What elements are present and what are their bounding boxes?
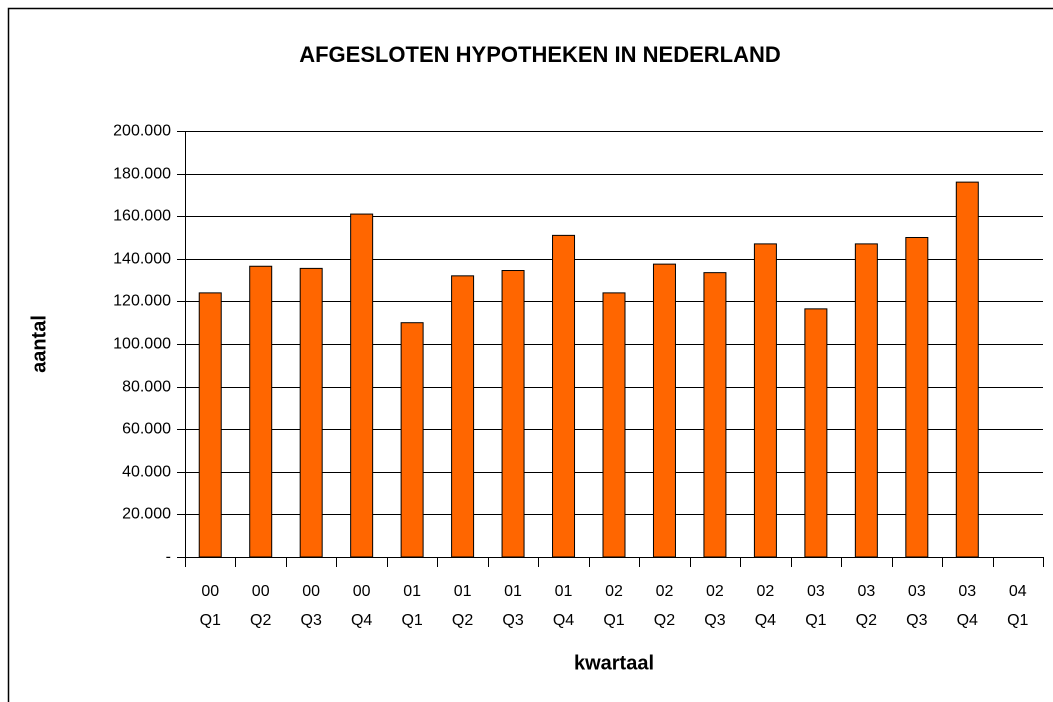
x-tick-label: 03 (857, 583, 875, 600)
x-tick-label: 00 (353, 583, 371, 600)
y-tick-label: 200.000 (113, 123, 171, 140)
x-tick-label: 01 (454, 583, 472, 600)
y-tick-label: 120.000 (113, 293, 171, 310)
x-tick-label: 02 (656, 583, 674, 600)
bar (602, 292, 626, 558)
x-tick-label: Q1 (401, 612, 422, 629)
y-tick-label: 20.000 (122, 506, 171, 523)
y-tick-label: 60.000 (122, 421, 171, 438)
x-tick-label: Q2 (452, 612, 473, 629)
x-tick-label: 03 (958, 583, 976, 600)
x-tick-label: Q3 (704, 612, 725, 629)
bar (652, 263, 676, 558)
x-tick-label: 03 (807, 583, 825, 600)
x-tick-label: Q3 (502, 612, 523, 629)
x-axis-label: kwartaal (574, 652, 654, 674)
y-tick-label: - (166, 549, 171, 566)
x-tick-label: Q1 (1007, 612, 1028, 629)
x-tick-label: Q4 (957, 612, 978, 629)
bar (804, 308, 828, 558)
bar (552, 234, 576, 558)
bar (703, 272, 727, 558)
y-axis-label: aantal (28, 315, 50, 373)
x-tick-label: 00 (302, 583, 320, 600)
x-tick-label: Q1 (805, 612, 826, 629)
x-tick-label: 01 (403, 583, 421, 600)
x-tick-label: Q2 (856, 612, 877, 629)
bar (198, 292, 222, 558)
x-tick-label: Q3 (906, 612, 927, 629)
x-tick-label: 00 (201, 583, 219, 600)
bar (299, 267, 323, 558)
y-tick-label: 140.000 (113, 251, 171, 268)
x-tick-label: Q1 (200, 612, 221, 629)
bar (905, 237, 929, 558)
x-tick-label: 01 (555, 583, 573, 600)
bar (753, 243, 777, 558)
x-tick-label: 01 (504, 583, 522, 600)
chart-frame (7, 7, 1053, 702)
x-tick-label: Q4 (553, 612, 574, 629)
y-tick-label: 160.000 (113, 208, 171, 225)
y-tick-label: 80.000 (122, 379, 171, 396)
bar (249, 265, 273, 558)
x-tick-label: Q2 (654, 612, 675, 629)
x-tick-label: 00 (252, 583, 270, 600)
bar (400, 322, 424, 558)
x-tick-label: 02 (757, 583, 775, 600)
x-tick-label: 02 (706, 583, 724, 600)
x-tick-label: 02 (605, 583, 623, 600)
x-tick-label: 04 (1009, 583, 1027, 600)
x-tick-label: Q2 (250, 612, 271, 629)
bar (955, 181, 979, 558)
y-tick-label: 100.000 (113, 336, 171, 353)
y-tick-label: 180.000 (113, 166, 171, 183)
bar (501, 270, 525, 558)
x-tick-label: Q4 (755, 612, 776, 629)
x-tick-label: 03 (908, 583, 926, 600)
bar (854, 243, 878, 558)
bar (451, 275, 475, 558)
x-tick-label: Q3 (301, 612, 322, 629)
x-tick-label: Q4 (351, 612, 372, 629)
x-tick-label: Q1 (603, 612, 624, 629)
y-tick-label: 40.000 (122, 464, 171, 481)
chart-title: AFGESLOTEN HYPOTHEKEN IN NEDERLAND (299, 42, 781, 67)
bar (350, 213, 374, 558)
